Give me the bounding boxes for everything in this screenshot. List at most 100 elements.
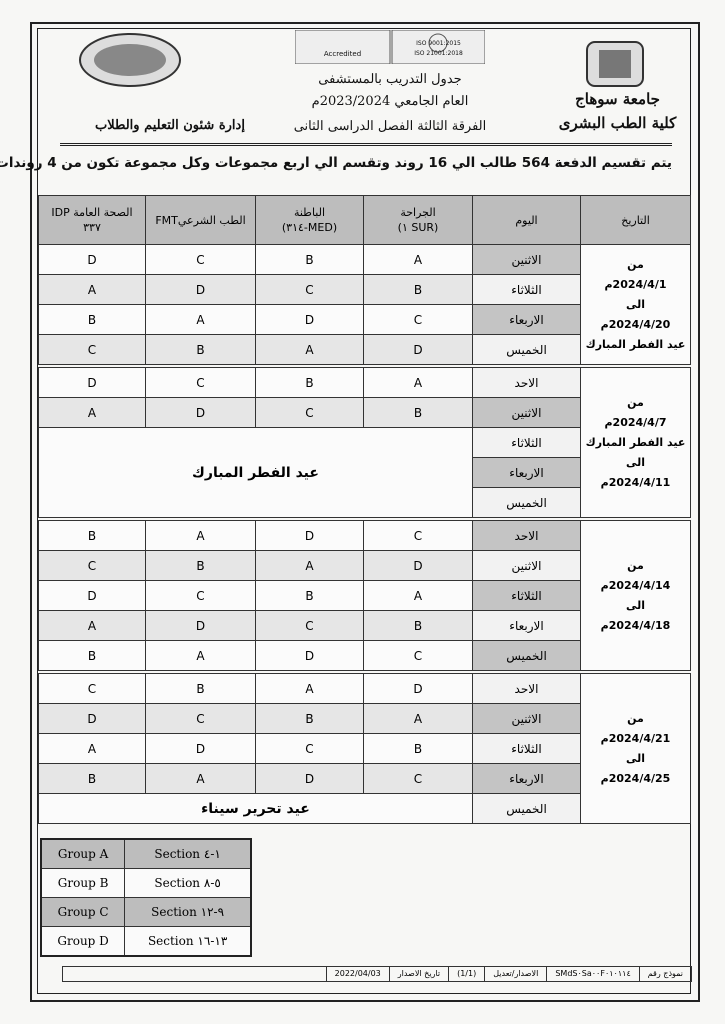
schedule-row: الثلاثاء A B C D — [38, 580, 691, 611]
group-cell: B — [255, 580, 364, 611]
groups-table: Group A Section ١-٤ Group B Section ٥-٨ Grou… — [40, 838, 252, 957]
group-cell: A — [145, 304, 256, 335]
group-cell: D — [38, 367, 146, 398]
group-cell: A — [38, 610, 146, 641]
footer-field: 2022/04/03 — [325, 967, 389, 981]
day-cell: الاحد — [472, 367, 581, 398]
group-cell: B — [145, 334, 256, 365]
date-line: عيد الفطر المبارك — [585, 337, 686, 351]
day-cell: الاثنين — [472, 703, 581, 734]
column-header: الصحة العامة IDP ٣٣٧ — [38, 195, 146, 245]
date-line: من — [627, 257, 644, 271]
header-row: التاريخ اليوم الجراحة (SUR ١) الباطنة (MED-٣١… — [38, 195, 691, 245]
footer-field: (1/1) — [448, 967, 484, 981]
holiday-cell: عيد تحرير سيناء — [38, 793, 473, 824]
day-cell: الثلاثاء — [472, 427, 581, 458]
group-name: Group C — [40, 897, 126, 927]
date-line: الى — [625, 751, 646, 765]
schedule-row: الاثنين A B C D — [38, 703, 691, 734]
date-line: عيد الفطر المبارك — [585, 435, 686, 449]
group-cell: D — [255, 763, 364, 794]
divider — [60, 143, 672, 146]
group-cell: A — [363, 703, 473, 734]
schedule-row: من 2024/4/14م الى 2024/4/18م الاحد C D A B — [38, 520, 691, 671]
group-cell: B — [38, 763, 146, 794]
day-cell: الاثنين — [472, 244, 581, 275]
group-cell: C — [255, 733, 364, 764]
group-cell: D — [145, 274, 256, 305]
faculty: كلية الطب البشرى — [558, 114, 677, 132]
group-row: Group A Section ١-٤ — [40, 838, 252, 869]
holiday-cell: عيد الفطر المبارك — [38, 427, 473, 518]
group-cell: A — [38, 733, 146, 764]
footer-field: نموذج رقم — [638, 967, 691, 981]
day-cell: الثلاثاء — [472, 580, 581, 611]
schedule-row: الاربعاء C D A B — [38, 304, 691, 335]
group-cell: C — [145, 244, 256, 275]
group-cell: D — [255, 304, 364, 335]
day-cell: الاثنين — [472, 397, 581, 428]
date-line: 2024/4/18م — [600, 618, 671, 632]
group-section: Section ١٣-١٦ — [124, 926, 252, 957]
date-line: من — [627, 395, 644, 409]
left-logo — [79, 33, 181, 87]
group-cell: B — [255, 703, 364, 734]
date-line: 2024/4/14م — [600, 578, 671, 592]
group-row: Group C Section ٩-١٢ — [40, 897, 252, 927]
group-cell: C — [38, 334, 146, 365]
schedule-row: الخميس C D A B — [38, 640, 691, 671]
date-line: 2024/4/20م — [600, 317, 671, 331]
column-header-line: ٣٣٧ — [83, 221, 101, 234]
date-line: 2024/4/1م — [604, 277, 667, 291]
column-header-line: الصحة العامة IDP — [51, 206, 133, 219]
group-cell: C — [145, 703, 256, 734]
group-cell: B — [38, 520, 146, 551]
schedule-row: الاربعاء B C D A — [38, 610, 691, 641]
date-cell: من 2024/4/1م الى 2024/4/20م عيد الفطر المبار… — [580, 244, 691, 365]
group-cell: C — [363, 763, 473, 794]
column-header-line: التاريخ — [621, 213, 650, 227]
column-header-line: (MED-٣١٤) — [281, 221, 338, 234]
group-cell: D — [145, 733, 256, 764]
schedule-row: الخميس عيد تحرير سيناء — [38, 793, 691, 824]
group-cell: D — [145, 397, 256, 428]
group-cell: A — [255, 673, 364, 704]
group-section: Section ٥-٨ — [124, 868, 252, 898]
group-cell: C — [38, 673, 146, 704]
group-cell: C — [145, 367, 256, 398]
group-cell: D — [363, 550, 473, 581]
group-cell: A — [38, 274, 146, 305]
day-cell: الخميس — [472, 334, 581, 365]
group-name: Group B — [40, 868, 126, 898]
group-cell: D — [255, 520, 364, 551]
date-cell: من 2024/4/7م عيد الفطر المبارك الى 2024/4/11… — [580, 367, 691, 518]
group-name: Group D — [40, 926, 126, 957]
group-cell: A — [363, 244, 473, 275]
cert-text: ISO 21001:2018 — [414, 50, 463, 57]
group-cell: D — [38, 703, 146, 734]
group-cell: C — [255, 274, 364, 305]
date-line: 2024/4/21م — [600, 731, 671, 745]
schedule-table: التاريخ اليوم الجراحة (SUR ١) الباطنة (MED-٣١… — [38, 195, 691, 824]
group-cell: B — [38, 304, 146, 335]
schedule-row: الثلاثاء B C D A — [38, 733, 691, 764]
column-header: اليوم — [472, 195, 581, 245]
column-header: الجراحة (SUR ١) — [363, 195, 473, 245]
group-row: Group B Section ٥-٨ — [40, 868, 252, 898]
date-cell: من 2024/4/14م الى 2024/4/18م — [580, 520, 691, 671]
day-cell: الاربعاء — [472, 457, 581, 488]
schedule-row: الاثنين D A B C — [38, 550, 691, 581]
schedule-row: من 2024/4/1م الى 2024/4/20م عيد الفطر المبار… — [38, 244, 691, 365]
day-cell: الخميس — [472, 640, 581, 671]
day-cell: الاربعاء — [472, 610, 581, 641]
day-cell: الثلاثاء — [472, 274, 581, 305]
group-cell: B — [363, 397, 473, 428]
group-cell: D — [255, 640, 364, 671]
office: إدارة شئون التعليم والطلاب — [95, 118, 245, 133]
group-cell: D — [38, 244, 146, 275]
group-cell: A — [145, 763, 256, 794]
group-cell: A — [38, 397, 146, 428]
title-line: العام الجامعي 2023/2024م — [311, 94, 469, 109]
date-line: الى — [625, 455, 646, 469]
